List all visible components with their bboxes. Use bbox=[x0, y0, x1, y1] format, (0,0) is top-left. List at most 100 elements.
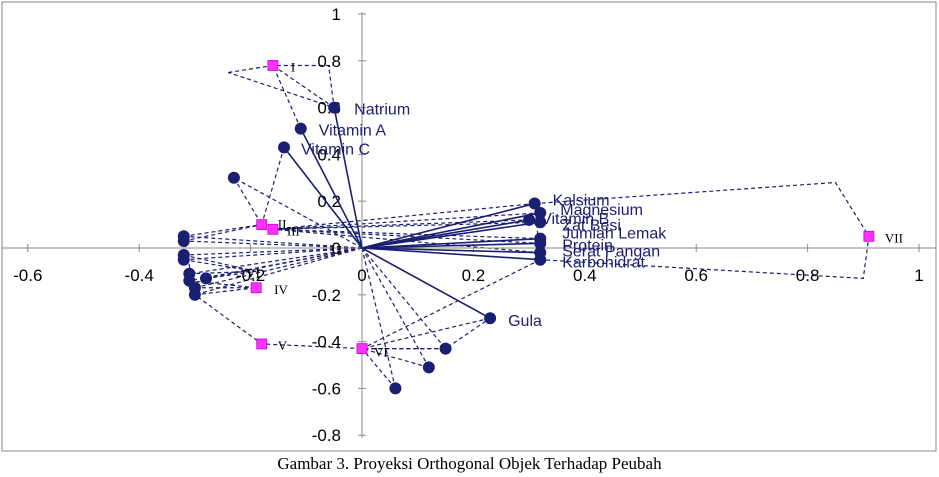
variable-point bbox=[534, 253, 547, 266]
object-point bbox=[267, 60, 279, 71]
variable-point bbox=[177, 253, 190, 266]
y-tick-label: -0.8 bbox=[312, 426, 341, 445]
variable-label: Protein bbox=[562, 237, 613, 254]
projection-line bbox=[272, 64, 335, 109]
object-point bbox=[356, 343, 368, 355]
axes: -0.6-0.4-0.200.20.40.60.8110.80.60.40.2-… bbox=[2, 5, 936, 445]
x-tick-label: -0.6 bbox=[13, 266, 42, 285]
object-label: III bbox=[287, 223, 300, 238]
x-tick-label: -0.2 bbox=[236, 266, 265, 285]
object-label: VII bbox=[885, 230, 903, 245]
object-label: VI bbox=[374, 345, 388, 360]
projection-line bbox=[272, 202, 535, 230]
variable-point bbox=[389, 382, 402, 395]
projection-line bbox=[183, 247, 363, 261]
variable-label: Jumlah Lemak bbox=[562, 226, 667, 243]
variable-point bbox=[523, 213, 536, 226]
variable-label: Vitamin A bbox=[319, 123, 387, 140]
projection-line bbox=[361, 317, 491, 350]
object-label: VI bbox=[246, 265, 260, 280]
projection-line bbox=[194, 247, 363, 296]
object-point bbox=[256, 338, 268, 350]
projection-line bbox=[361, 348, 396, 389]
projection-envelope bbox=[228, 64, 335, 109]
object-label: I bbox=[291, 59, 295, 74]
variable-point bbox=[534, 216, 547, 229]
variable-point bbox=[439, 342, 452, 355]
projection-line bbox=[183, 240, 363, 249]
variable-point bbox=[177, 234, 190, 247]
projection-line bbox=[272, 212, 541, 230]
y-tick-label: -0.4 bbox=[312, 333, 341, 352]
variable-point bbox=[328, 101, 341, 114]
projection-line bbox=[361, 247, 447, 350]
object-point bbox=[267, 223, 279, 235]
projection-line bbox=[183, 259, 257, 272]
variable-label: Vitamin C bbox=[301, 141, 370, 158]
projection-line bbox=[233, 177, 363, 249]
variable-vector bbox=[300, 128, 363, 249]
object-label: II bbox=[278, 217, 287, 232]
variable-point bbox=[200, 272, 213, 285]
object-label: IV bbox=[274, 282, 288, 297]
variable-vector bbox=[361, 212, 541, 249]
object-point bbox=[250, 282, 262, 294]
projection-line bbox=[205, 270, 257, 280]
variable-label: Natrium bbox=[354, 102, 410, 119]
object-label: V bbox=[278, 338, 288, 353]
object-point bbox=[256, 219, 268, 231]
y-tick-label: 0 bbox=[332, 239, 341, 258]
projection-line bbox=[361, 348, 430, 368]
x-tick-label: 0.4 bbox=[573, 266, 597, 285]
y-tick-label: 0.8 bbox=[317, 52, 341, 71]
projection-line bbox=[361, 259, 541, 350]
figure-caption: Gambar 3. Proyeksi Orthogonal Objek Terh… bbox=[277, 454, 662, 473]
y-tick-label: 0.4 bbox=[317, 145, 341, 164]
x-tick-label: 1 bbox=[914, 266, 923, 285]
variable-point bbox=[188, 288, 201, 301]
variable-label: Magnesium bbox=[560, 202, 643, 219]
variable-vector bbox=[361, 242, 541, 249]
variable-vector bbox=[361, 247, 491, 319]
projection-line bbox=[183, 254, 257, 272]
variable-label: Gula bbox=[508, 313, 542, 330]
projection-line bbox=[194, 247, 363, 289]
variable-label: Kalsium bbox=[553, 193, 610, 210]
projection-line bbox=[189, 280, 257, 289]
projection-line bbox=[183, 247, 363, 256]
variable-vector bbox=[333, 107, 363, 249]
object-point bbox=[863, 230, 875, 242]
variable-vectors bbox=[177, 101, 547, 395]
projection-line bbox=[183, 235, 363, 249]
variable-point bbox=[422, 361, 435, 374]
variable-point bbox=[528, 197, 541, 210]
x-tick-label: 0 bbox=[357, 266, 366, 285]
projection-envelope bbox=[534, 181, 870, 280]
projection-line bbox=[361, 247, 397, 389]
variable-vector bbox=[361, 202, 535, 249]
x-tick-label: 0.6 bbox=[684, 266, 708, 285]
projection-line bbox=[183, 224, 262, 242]
x-tick-label: 0.2 bbox=[462, 266, 486, 285]
variable-label: Zat Besi bbox=[562, 217, 621, 234]
variable-label: Karbohidrat bbox=[562, 255, 645, 272]
projection-line bbox=[272, 65, 302, 129]
variable-point bbox=[534, 237, 547, 250]
projection-line bbox=[183, 224, 262, 237]
variable-label: Serat Pangan bbox=[562, 244, 660, 261]
object-points bbox=[250, 60, 875, 355]
variable-point bbox=[227, 171, 240, 184]
projection-line bbox=[233, 177, 263, 225]
variable-vector bbox=[361, 247, 541, 254]
variable-vector bbox=[361, 247, 541, 261]
projection-lines bbox=[183, 64, 870, 389]
projection-line bbox=[272, 221, 541, 230]
y-tick-label: -0.2 bbox=[312, 286, 341, 305]
variable-label: Vitamin B bbox=[541, 211, 609, 228]
variable-vector bbox=[283, 146, 363, 249]
variable-vector bbox=[361, 221, 541, 249]
projection-line bbox=[194, 287, 257, 296]
variable-point bbox=[534, 206, 547, 219]
